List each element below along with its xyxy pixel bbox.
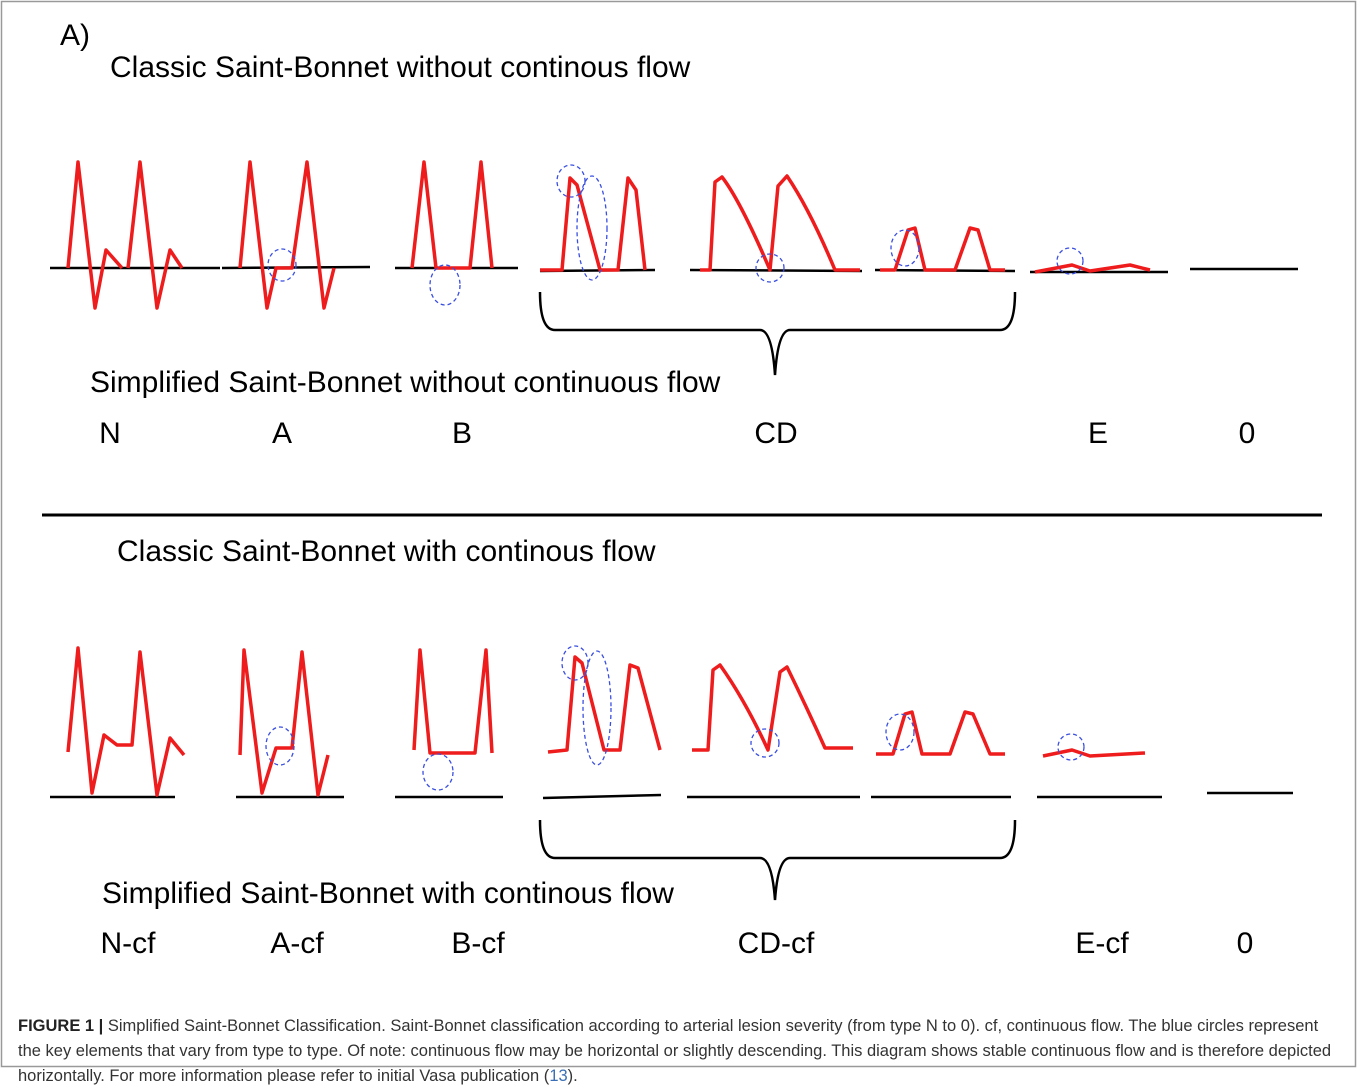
type-label: 0 <box>1239 417 1256 450</box>
section-title: Classic Saint-Bonnet without continous f… <box>110 51 691 84</box>
type-label: E <box>1088 417 1108 450</box>
type-label: E-cf <box>1075 927 1129 960</box>
panel-label: A) <box>60 19 90 52</box>
caption-label: FIGURE 1 | <box>18 1017 104 1035</box>
caption-end: ). <box>567 1067 578 1085</box>
type-label: A <box>272 417 292 450</box>
type-label: B-cf <box>451 927 505 960</box>
type-label: B <box>452 417 472 450</box>
type-label: A-cf <box>270 927 324 960</box>
section-subtitle: Simplified Saint-Bonnet with continous f… <box>102 877 674 910</box>
row-2-waveforms <box>50 645 1293 901</box>
type-label: CD <box>754 417 797 450</box>
row-1-waveforms <box>50 160 1298 376</box>
type-label: CD-cf <box>738 927 815 960</box>
caption: FIGURE 1 | Simplified Saint-Bonnet Class… <box>18 1014 1336 1089</box>
type-label: 0 <box>1237 927 1254 960</box>
section-title: Classic Saint-Bonnet with continous flow <box>117 535 656 568</box>
type-label: N <box>99 417 121 450</box>
type-label: N-cf <box>101 927 157 960</box>
caption-ref[interactable]: 13 <box>549 1067 568 1085</box>
caption-text: Simplified Saint-Bonnet Classification. … <box>18 1017 1332 1085</box>
section-subtitle: Simplified Saint-Bonnet without continuo… <box>90 366 721 399</box>
